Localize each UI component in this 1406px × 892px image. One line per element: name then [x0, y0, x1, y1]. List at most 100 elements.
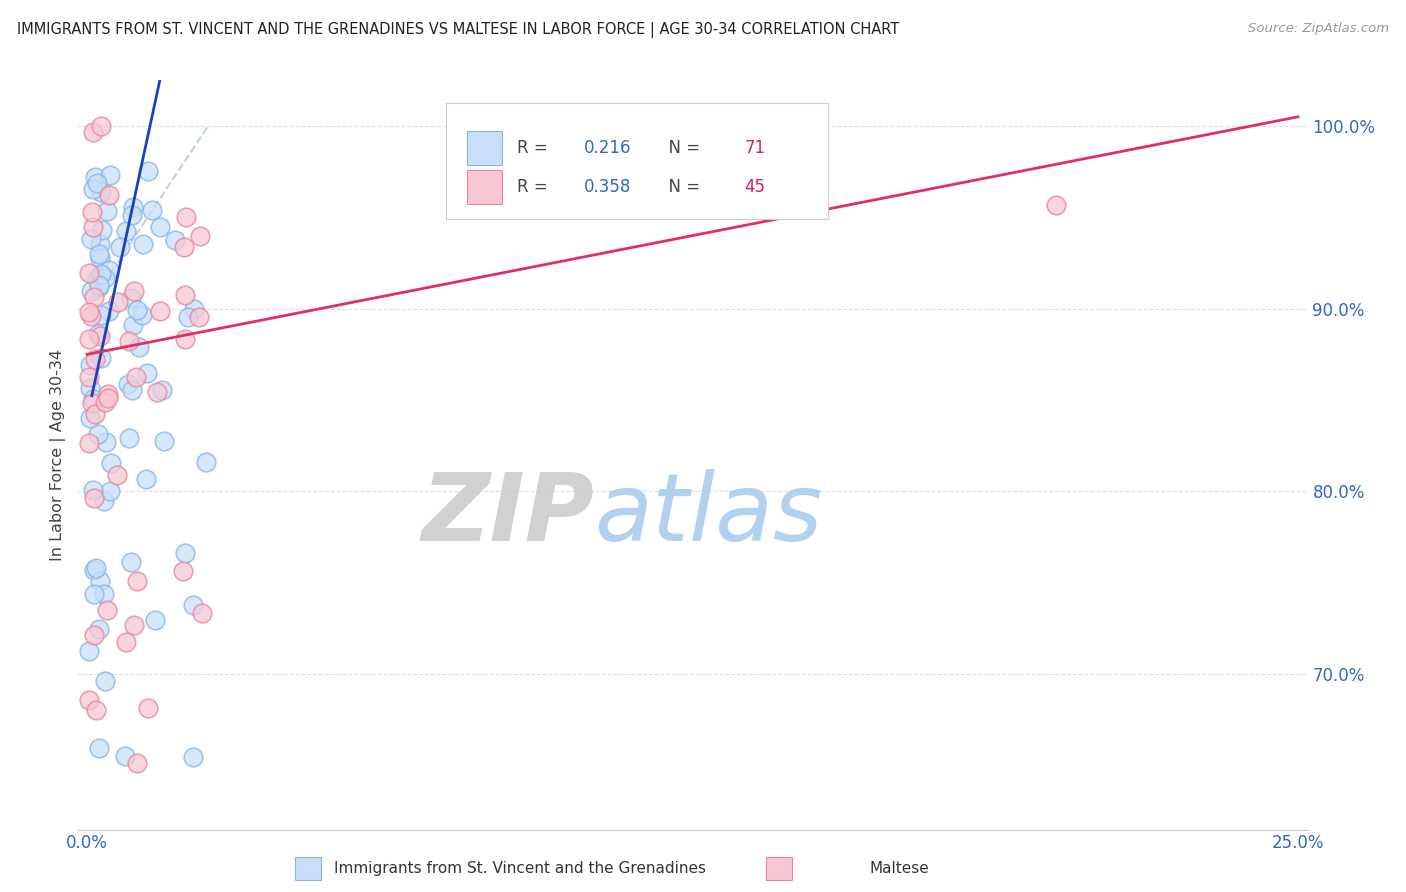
Text: N =: N =: [658, 139, 706, 157]
Point: [128, 340, 150, 354]
Bar: [766, 857, 792, 880]
Point: [77, 692, 100, 706]
Point: [149, 220, 172, 235]
Point: [83, 563, 105, 577]
Point: [83, 627, 105, 641]
Point: [90, 308, 112, 322]
Point: [90, 119, 112, 133]
Y-axis label: In Labor Force | Age 30-34: In Labor Force | Age 30-34: [51, 349, 66, 561]
Point: [89, 741, 111, 756]
Point: [96, 603, 118, 617]
Point: [181, 750, 204, 764]
Text: IMMIGRANTS FROM ST. VINCENT AND THE GRENADINES VS MALTESE IN LABOR FORCE | AGE 3: IMMIGRANTS FROM ST. VINCENT AND THE GREN…: [17, 22, 898, 38]
Point: [82, 124, 104, 138]
Point: [86, 176, 108, 190]
Text: 45: 45: [744, 178, 765, 195]
Point: [183, 598, 205, 612]
Point: [77, 436, 100, 450]
Point: [122, 618, 145, 632]
Point: [93, 395, 115, 409]
Point: [121, 384, 143, 398]
Point: [174, 332, 197, 346]
Point: [79, 358, 101, 372]
Point: [86, 272, 108, 286]
FancyBboxPatch shape: [467, 131, 502, 165]
Point: [79, 381, 101, 395]
Text: Source: ZipAtlas.com: Source: ZipAtlas.com: [1249, 22, 1389, 36]
Point: [90, 351, 112, 366]
Point: [188, 228, 211, 243]
Point: [127, 756, 149, 770]
Point: [117, 376, 139, 391]
Point: [194, 455, 217, 469]
Point: [80, 284, 103, 298]
Point: [94, 435, 117, 450]
Point: [84, 352, 107, 367]
Point: [79, 411, 101, 425]
Point: [190, 607, 212, 621]
Point: [77, 305, 100, 319]
Point: [132, 236, 155, 251]
Point: [89, 622, 111, 636]
Point: [115, 224, 138, 238]
Point: [174, 287, 197, 301]
Point: [131, 308, 153, 322]
Point: [121, 208, 143, 222]
Text: ZIP: ZIP: [422, 469, 595, 561]
Point: [79, 370, 101, 384]
Point: [82, 182, 104, 196]
Point: [146, 385, 169, 400]
Text: 71: 71: [744, 139, 765, 157]
Point: [79, 332, 101, 346]
Text: 0.358: 0.358: [585, 178, 631, 195]
Text: N =: N =: [658, 178, 706, 195]
Point: [143, 613, 166, 627]
Point: [118, 431, 141, 445]
Point: [97, 391, 120, 405]
Point: [89, 251, 111, 265]
Point: [105, 467, 128, 482]
Point: [149, 303, 172, 318]
Point: [93, 587, 115, 601]
Text: Immigrants from St. Vincent and the Grenadines: Immigrants from St. Vincent and the Gren…: [335, 861, 706, 876]
FancyBboxPatch shape: [447, 103, 828, 219]
Point: [98, 483, 121, 498]
Point: [183, 301, 205, 316]
Point: [98, 188, 121, 202]
Point: [89, 329, 111, 343]
Point: [90, 267, 112, 281]
Point: [122, 200, 145, 214]
Point: [96, 203, 118, 218]
Point: [94, 270, 117, 285]
Point: [125, 302, 148, 317]
Point: [135, 472, 157, 486]
Point: [98, 304, 121, 318]
Point: [82, 220, 104, 235]
Text: Maltese: Maltese: [870, 861, 929, 876]
Point: [82, 483, 104, 497]
Point: [108, 240, 131, 254]
Point: [163, 233, 186, 247]
Point: [82, 396, 104, 410]
Point: [122, 284, 145, 298]
Text: R =: R =: [516, 178, 553, 195]
Point: [114, 749, 136, 764]
Point: [83, 587, 105, 601]
Point: [86, 703, 108, 717]
Point: [97, 387, 120, 401]
Point: [150, 383, 173, 397]
Point: [82, 392, 104, 407]
Point: [122, 318, 145, 332]
Point: [153, 434, 176, 448]
Point: [98, 263, 121, 277]
Point: [87, 327, 110, 342]
Point: [87, 426, 110, 441]
Point: [91, 223, 114, 237]
Point: [174, 546, 197, 560]
Point: [77, 266, 100, 280]
Point: [84, 407, 107, 421]
Point: [127, 574, 149, 589]
Point: [187, 310, 209, 324]
Point: [83, 290, 105, 304]
Bar: [295, 857, 321, 880]
